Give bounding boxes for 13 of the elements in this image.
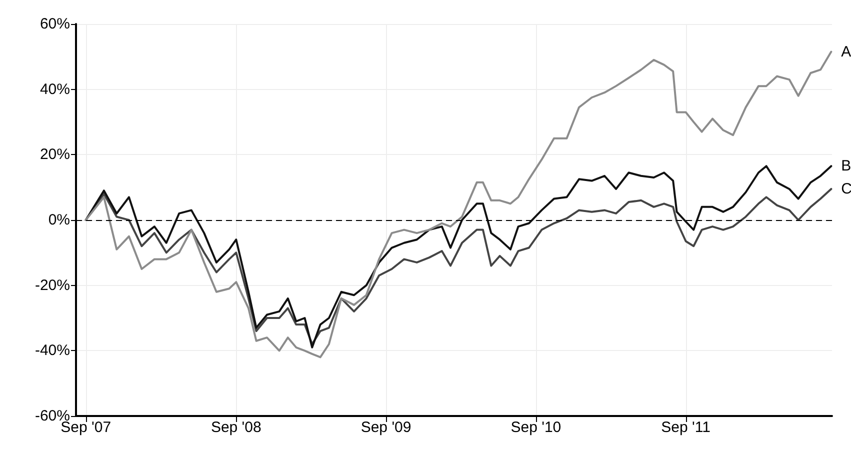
y-tick-label: 0% [48,212,70,228]
series-label: A [841,43,851,60]
x-tick-label: Sep '09 [360,419,412,436]
line-series [84,50,832,358]
series-label: B [841,158,851,175]
x-tick-label: Sep '11 [661,419,710,436]
y-tick-label: 60% [40,16,70,32]
y-tick-label: 40% [40,80,70,98]
x-tick-label: Sep '08 [210,419,262,436]
y-tick-label: 20% [40,146,70,164]
y-tick-label: -20% [34,276,70,294]
y-tick-label: -40% [34,342,70,360]
x-tick-label: Sep '10 [510,419,562,436]
